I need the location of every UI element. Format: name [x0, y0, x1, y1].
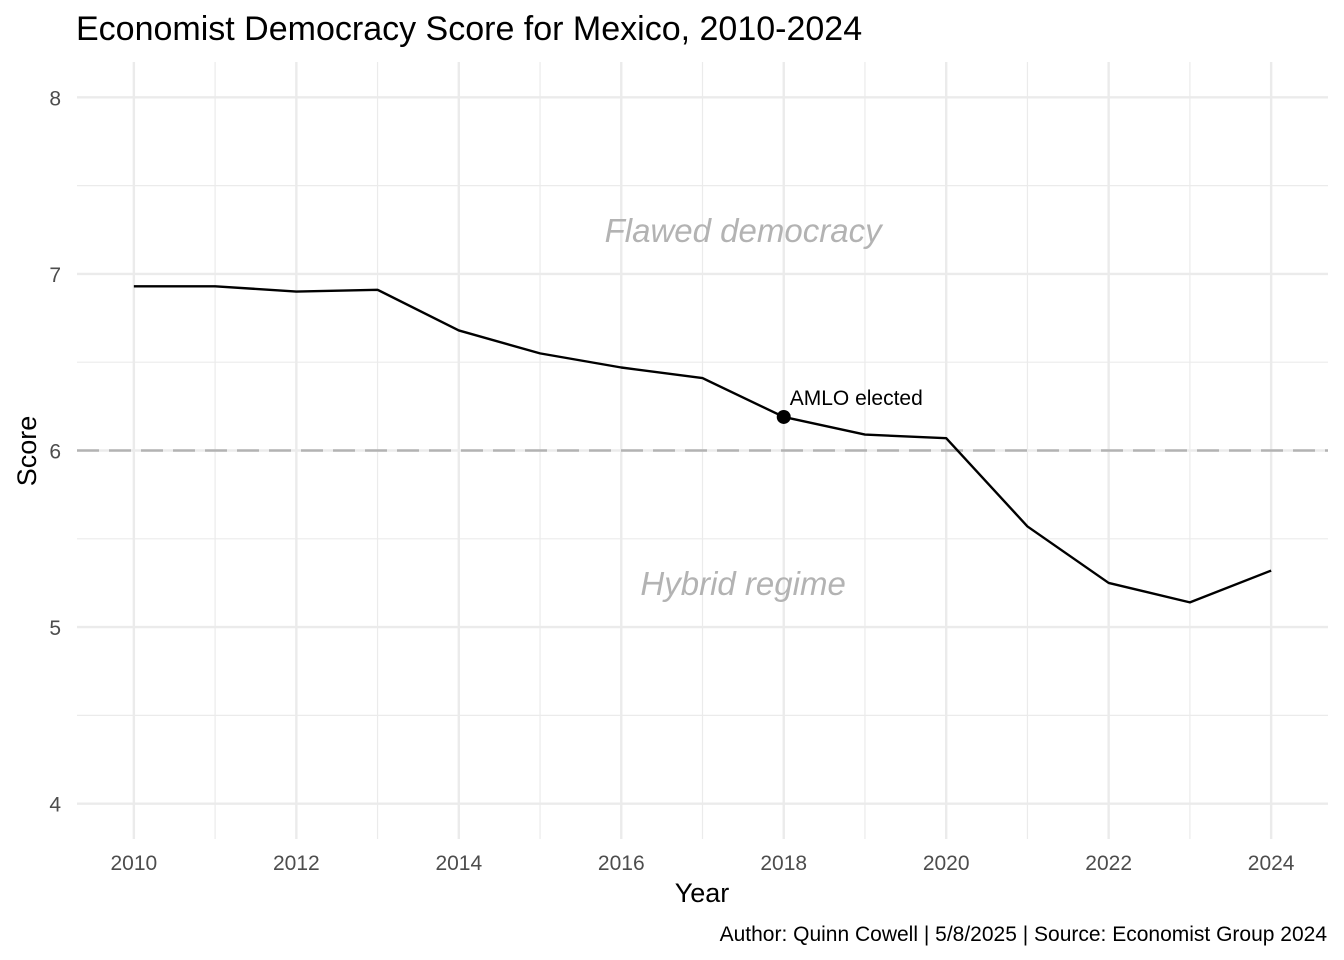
x-tick-label: 2024	[1248, 852, 1295, 875]
region-labels: Flawed democracy Hybrid regime	[605, 212, 884, 602]
y-axis-tick-labels: 4 5 6 7 8	[49, 87, 61, 816]
x-tick-label: 2020	[923, 852, 970, 875]
region-label: Hybrid regime	[640, 565, 845, 602]
x-tick-label: 2012	[273, 852, 320, 875]
annotation-label: AMLO elected	[790, 387, 923, 410]
region-label: Flawed democracy	[605, 212, 884, 249]
x-tick-label: 2022	[1085, 852, 1132, 875]
chart-caption: Author: Quinn Cowell | 5/8/2025 | Source…	[720, 923, 1328, 946]
chart-title: Economist Democracy Score for Mexico, 20…	[76, 10, 862, 48]
x-tick-label: 2014	[435, 852, 482, 875]
x-tick-label: 2010	[111, 852, 158, 875]
plot-area: Flawed democracy Hybrid regime AMLO elect…	[77, 62, 1328, 839]
x-axis-tick-labels: 2010 2012 2014 2016 2018 2020 2022 2024	[111, 852, 1295, 875]
x-axis-title: Year	[675, 878, 730, 908]
y-tick-label: 7	[49, 264, 61, 287]
y-tick-label: 4	[49, 794, 61, 817]
y-tick-label: 5	[49, 617, 61, 640]
highlight-point	[776, 409, 791, 424]
x-tick-label: 2018	[760, 852, 807, 875]
x-tick-label: 2016	[598, 852, 645, 875]
y-tick-label: 6	[49, 441, 61, 464]
y-axis-title: Score	[12, 416, 42, 487]
series-line	[133, 285, 1272, 604]
y-tick-label: 8	[49, 87, 61, 110]
